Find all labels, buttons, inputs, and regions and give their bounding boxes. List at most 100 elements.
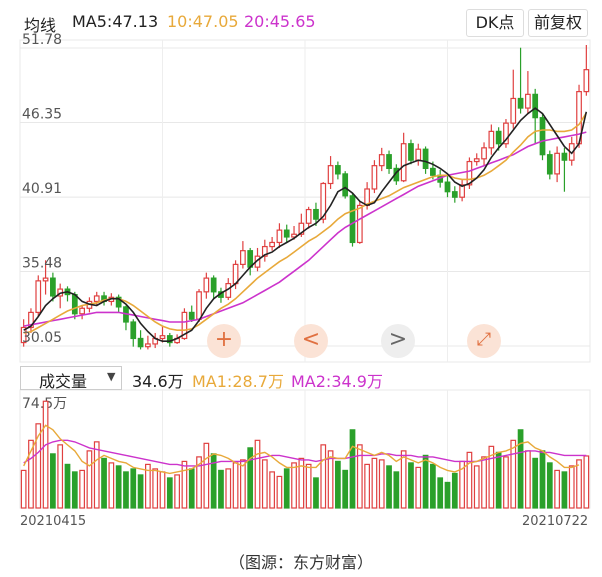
candle-up: [356, 204, 363, 244]
candle-up: [415, 148, 422, 161]
dropdown-arrow-icon: ▼: [107, 370, 116, 383]
candle-down: [532, 93, 539, 119]
dk-point-button[interactable]: DK点: [466, 9, 524, 37]
candle-down: [349, 195, 356, 244]
price-tick-label: 35.48: [22, 256, 62, 272]
candle-up: [28, 311, 34, 329]
volume-bar-up: [152, 468, 159, 509]
image-source-caption: （图源：东方财富）: [228, 553, 373, 572]
candle-down: [430, 167, 436, 176]
volume-bar-down: [71, 471, 78, 509]
volume-ma2-line: [23, 439, 587, 467]
volume-indicator-dropdown[interactable]: 成交量 ▼: [20, 366, 122, 391]
volume-bar-down: [437, 477, 444, 509]
candle-up: [42, 277, 49, 282]
volume-bar-up: [320, 444, 327, 509]
candle-down: [188, 311, 195, 320]
volume-bar-up: [159, 471, 166, 509]
volume-bar-down: [64, 463, 71, 509]
price-tick-label: 40.91: [22, 181, 62, 197]
candle-up: [488, 130, 495, 149]
volume-bar-up: [196, 456, 202, 509]
volume-bar-up: [225, 468, 232, 509]
candle-up: [181, 311, 188, 340]
candle-up: [320, 182, 327, 220]
volume-bar-up: [174, 474, 180, 509]
volume-bar-up: [298, 457, 305, 509]
candle-down: [115, 296, 122, 308]
volume-bar-up: [488, 445, 495, 509]
candle-up: [510, 97, 517, 124]
fullscreen-button[interactable]: ⤢: [467, 324, 501, 358]
volume-bar-up: [378, 459, 385, 509]
volume-bar-up: [79, 469, 85, 509]
candle-down: [561, 152, 568, 161]
volume-bar-up: [481, 456, 487, 509]
volume-bar-up: [400, 450, 407, 509]
zoom-in-button[interactable]: +: [207, 324, 241, 358]
candle-up: [93, 295, 100, 303]
volume-ma-lines: [23, 424, 587, 475]
candle-down: [210, 277, 217, 293]
candle-down: [495, 130, 502, 145]
candle-up: [503, 122, 509, 145]
adjusted-price-button[interactable]: 前复权: [528, 9, 588, 37]
volume-bar-up: [232, 462, 239, 509]
candle-up: [305, 208, 312, 224]
volume-bar-up: [525, 450, 531, 509]
volume-indicator-label: 成交量: [39, 372, 88, 391]
volume-bar-up: [203, 442, 210, 509]
candle-down: [335, 165, 341, 175]
volume-bar-down: [342, 469, 349, 509]
volume-bar-down: [115, 465, 122, 509]
candle-up: [20, 326, 27, 344]
volume-bar-down: [561, 471, 568, 509]
candle-down: [386, 154, 392, 170]
price-grid: [19, 39, 591, 509]
candle-down: [422, 148, 429, 170]
candle-up: [473, 158, 480, 163]
volume-bar-up: [261, 459, 268, 509]
volume-bar-up: [254, 439, 261, 509]
previous-button[interactable]: <: [294, 324, 328, 358]
volume-ma2-value: MA2:34.9万: [291, 372, 383, 391]
moving-average-lines: [23, 107, 588, 343]
ma10-value: 10:47.05: [167, 12, 239, 31]
volume-bar-down: [408, 462, 414, 509]
price-tick-label: 30.05: [22, 330, 62, 346]
ma20-value: 20:45.65: [244, 12, 316, 31]
candle-down: [313, 208, 319, 220]
volume-bar-up: [327, 450, 334, 509]
candle-up: [269, 241, 275, 248]
ma5-line: [23, 107, 588, 343]
volume-bar-down: [247, 447, 254, 509]
volume-bar-down: [451, 472, 458, 509]
candle-down: [342, 173, 349, 197]
volume-bar-down: [101, 457, 107, 509]
candle-up: [525, 93, 531, 109]
volume-bar-down: [313, 477, 319, 509]
candle-down: [50, 277, 56, 297]
volume-ma1-value: MA1:28.7万: [192, 372, 284, 391]
volume-bar-up: [371, 457, 378, 509]
candle-down: [517, 97, 524, 109]
volume-bar-down: [188, 468, 195, 509]
ma20-line: [23, 131, 587, 327]
volume-bar-down: [130, 468, 137, 509]
volume-bar-up: [356, 444, 363, 509]
volume-bar-up: [473, 465, 480, 509]
x-axis-end-date: 20210722: [522, 514, 589, 529]
volume-bar-up: [35, 423, 42, 509]
next-button[interactable]: >: [381, 324, 415, 358]
indicator-label: 均线: [24, 16, 57, 35]
volume-bar-up: [57, 444, 64, 509]
volume-bar-up: [28, 439, 34, 509]
candle-down: [451, 191, 458, 198]
volume-bar-up: [86, 450, 93, 509]
candle-up: [196, 291, 202, 320]
candle-up: [466, 160, 473, 186]
candle-up: [459, 184, 465, 198]
volume-bar-down: [166, 477, 173, 509]
